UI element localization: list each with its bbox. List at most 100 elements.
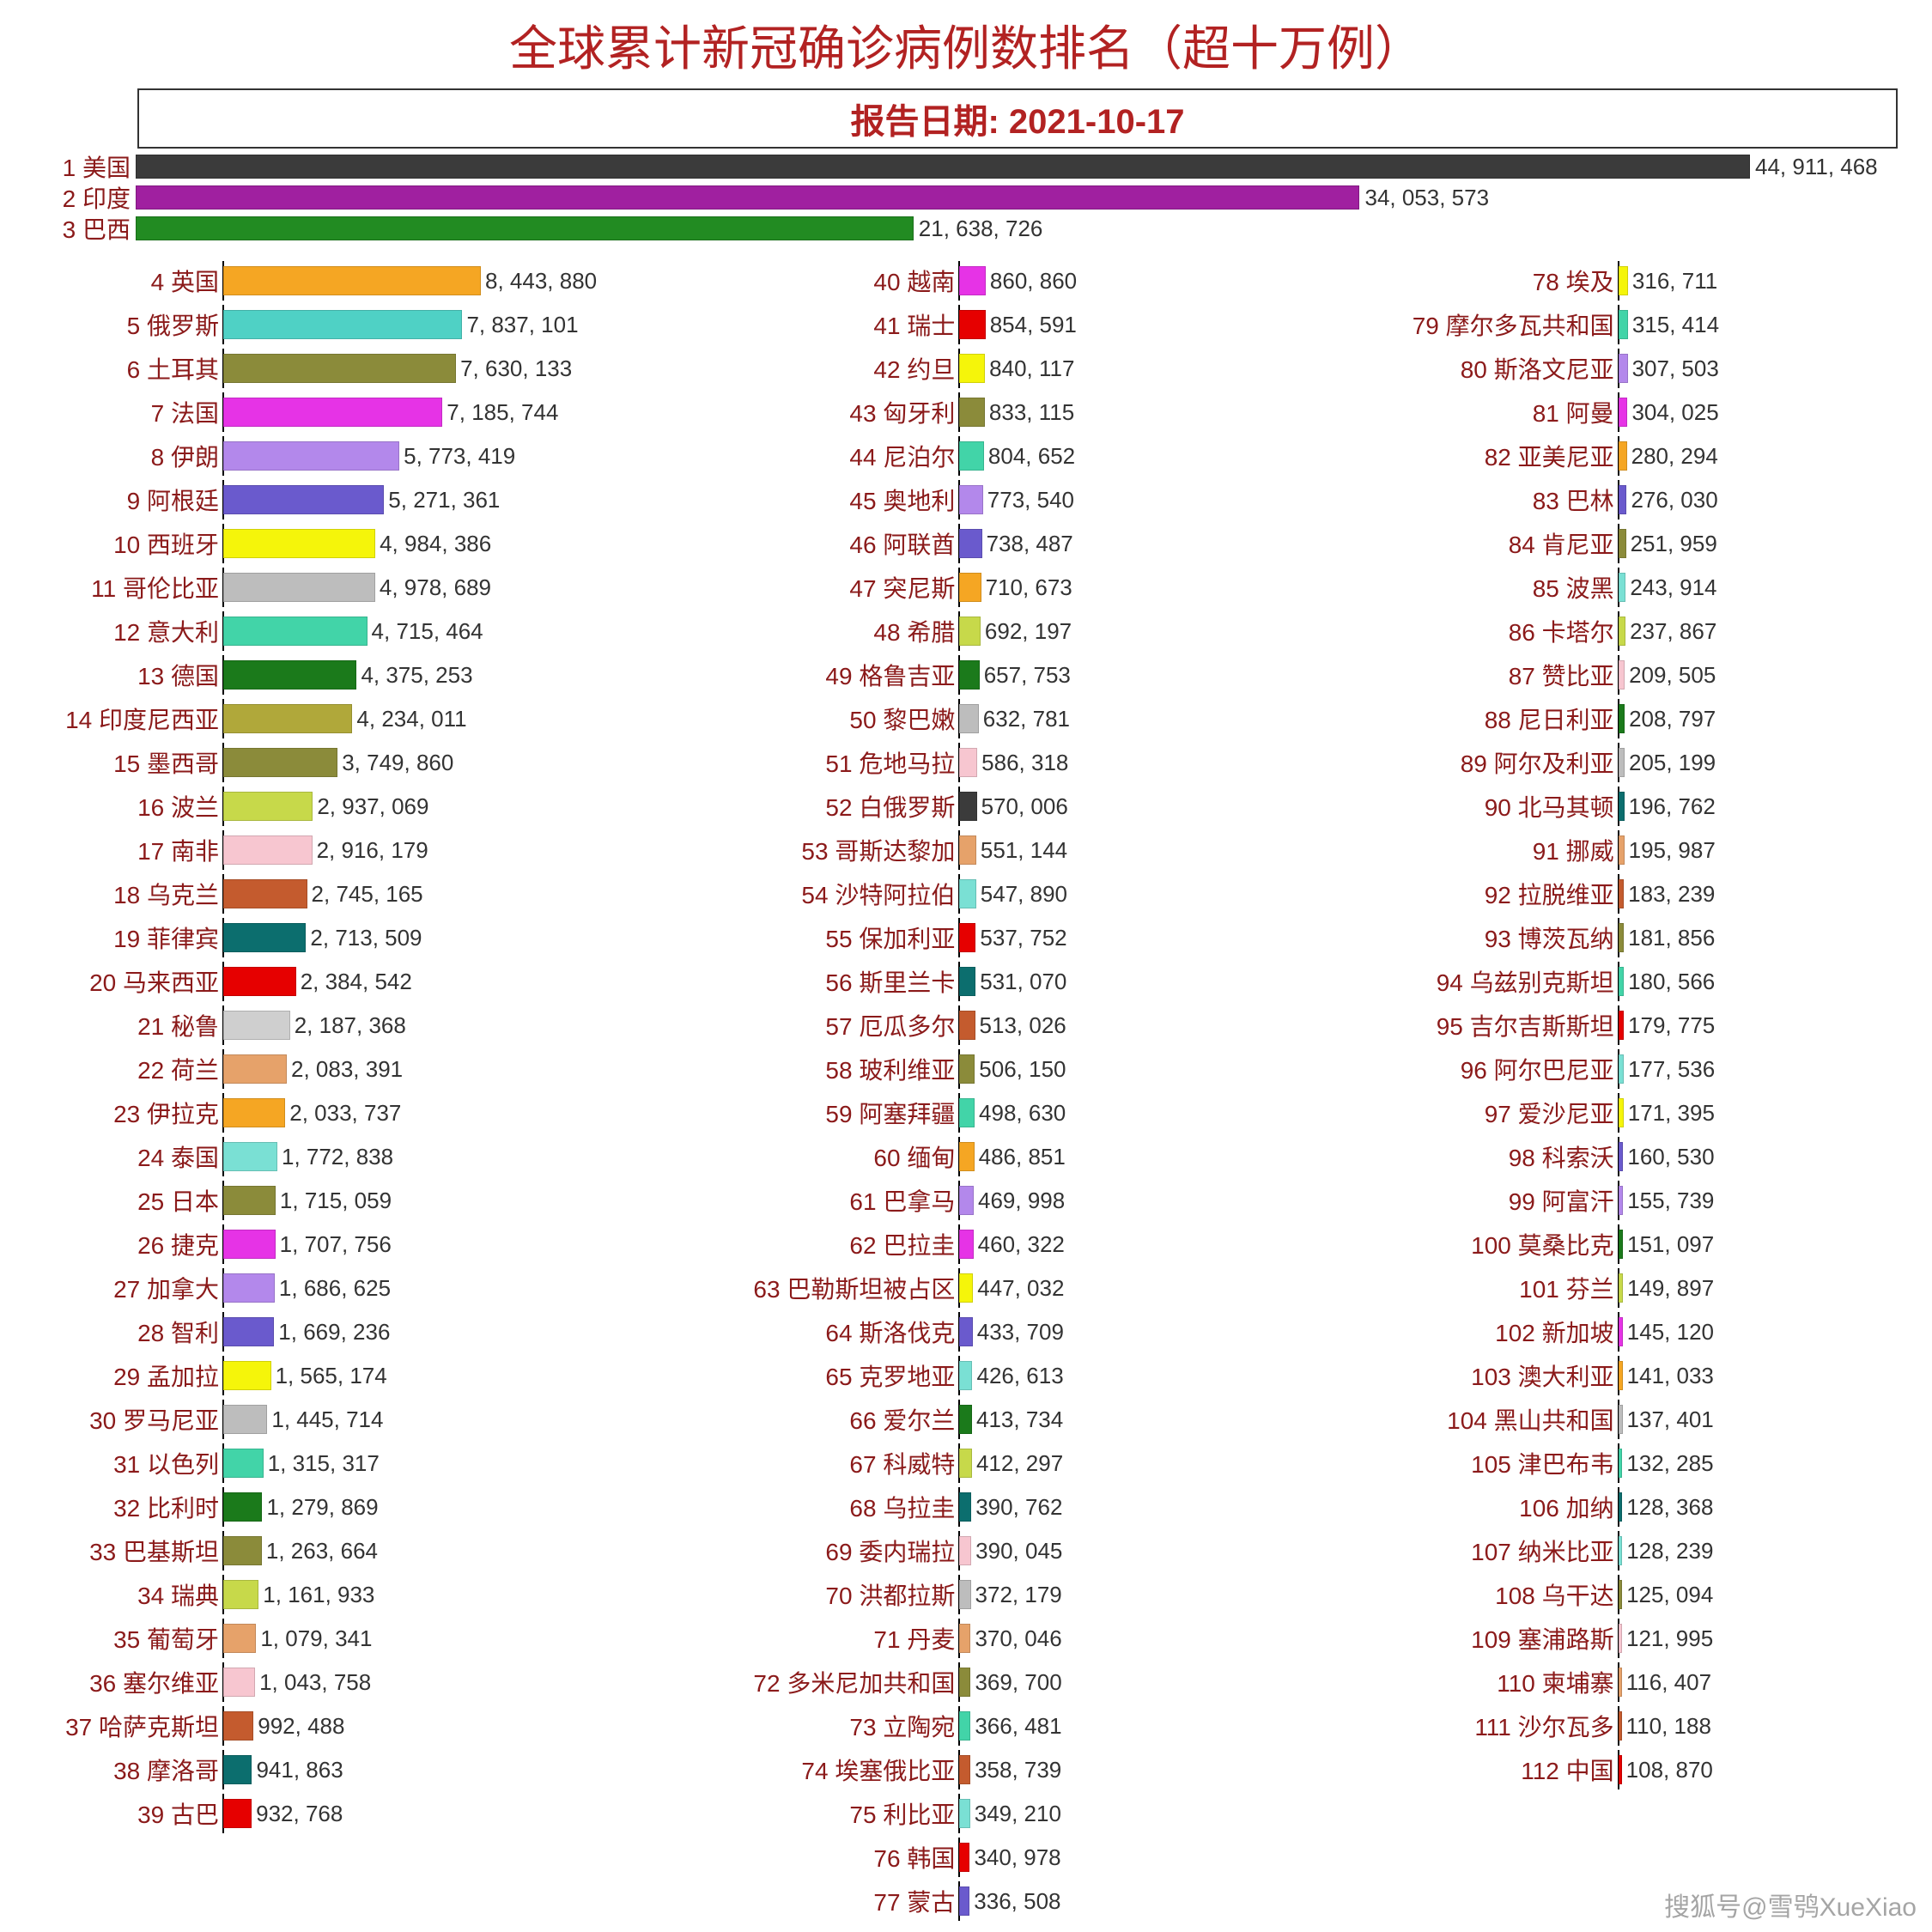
row-value: 8, 443, 880 xyxy=(481,264,597,298)
row-label: 35 葡萄牙 xyxy=(0,1621,223,1656)
row-bar-area: 1, 686, 625 xyxy=(223,1271,635,1305)
row-value: 932, 768 xyxy=(252,1796,343,1831)
row-value: 366, 481 xyxy=(970,1709,1061,1743)
row-bar xyxy=(959,1711,970,1741)
data-row: 109 塞浦路斯121, 995 xyxy=(1284,1616,1925,1660)
row-label: 45 奥地利 xyxy=(641,483,959,517)
row-bar xyxy=(959,485,982,514)
row-value: 171, 395 xyxy=(1624,1096,1715,1130)
row-value: 2, 937, 069 xyxy=(313,789,428,823)
row-bar-area: 992, 488 xyxy=(223,1709,635,1743)
row-bar-area: 4, 984, 386 xyxy=(223,526,635,561)
row-bar-area: 4, 375, 253 xyxy=(223,658,635,692)
data-row: 57 厄瓜多尔513, 026 xyxy=(641,1003,1283,1047)
row-bar xyxy=(959,1668,970,1697)
row-value: 128, 239 xyxy=(1622,1534,1713,1568)
row-value: 108, 870 xyxy=(1622,1753,1713,1787)
row-value: 251, 959 xyxy=(1626,526,1717,561)
data-row: 66 爱尔兰413, 734 xyxy=(641,1397,1283,1441)
row-bar xyxy=(1619,573,1626,602)
row-bar-area: 1, 445, 714 xyxy=(223,1402,635,1437)
row-value: 738, 487 xyxy=(982,526,1073,561)
row-label: 93 博茨瓦纳 xyxy=(1284,920,1619,955)
row-label: 21 秘鲁 xyxy=(0,1008,223,1042)
row-label: 61 巴拿马 xyxy=(641,1183,959,1218)
row-bar-area: 486, 851 xyxy=(959,1139,1277,1174)
row-bar-area: 1, 715, 059 xyxy=(223,1183,635,1218)
row-bar-area: 570, 006 xyxy=(959,789,1277,823)
row-label: 34 瑞典 xyxy=(0,1577,223,1612)
row-bar xyxy=(959,1054,975,1084)
row-label: 108 乌干达 xyxy=(1284,1577,1619,1612)
top-row: 2 印度34, 053, 573 xyxy=(0,183,1898,212)
row-bar-area: 1, 565, 174 xyxy=(223,1358,635,1393)
data-row: 106 加纳128, 368 xyxy=(1284,1485,1925,1528)
data-row: 84 肯尼亚251, 959 xyxy=(1284,521,1925,565)
row-bar-area: 336, 508 xyxy=(959,1884,1277,1918)
row-label: 87 赞比亚 xyxy=(1284,658,1619,692)
row-bar-area: 349, 210 xyxy=(959,1796,1277,1831)
row-value: 181, 856 xyxy=(1624,920,1715,955)
row-bar xyxy=(959,1449,972,1478)
row-label: 72 多米尼加共和国 xyxy=(641,1665,959,1699)
row-label: 85 波黑 xyxy=(1284,570,1619,605)
row-bar-area: 128, 239 xyxy=(1619,1534,1919,1568)
row-label: 13 德国 xyxy=(0,658,223,692)
data-row: 63 巴勒斯坦被占区447, 032 xyxy=(641,1266,1283,1309)
row-value: 1, 263, 664 xyxy=(262,1534,378,1568)
row-bar xyxy=(223,1054,287,1084)
row-label: 31 以色列 xyxy=(0,1446,223,1480)
row-label: 57 厄瓜多尔 xyxy=(641,1008,959,1042)
data-row: 47 突尼斯710, 673 xyxy=(641,565,1283,609)
top-bar xyxy=(136,155,1750,179)
row-label: 52 白俄罗斯 xyxy=(641,789,959,823)
data-row: 12 意大利4, 715, 464 xyxy=(0,609,641,653)
row-label: 6 土耳其 xyxy=(0,351,223,386)
row-bar xyxy=(959,835,976,865)
row-bar-area: 251, 959 xyxy=(1619,526,1919,561)
row-bar xyxy=(223,704,352,733)
row-value: 1, 079, 341 xyxy=(256,1621,372,1656)
row-label: 14 印度尼西亚 xyxy=(0,702,223,736)
row-value: 1, 161, 933 xyxy=(258,1577,374,1612)
row-label: 40 越南 xyxy=(641,264,959,298)
row-label: 92 拉脱维亚 xyxy=(1284,877,1619,911)
row-value: 413, 734 xyxy=(972,1402,1063,1437)
row-label: 100 莫桑比克 xyxy=(1284,1227,1619,1261)
data-row: 40 越南860, 860 xyxy=(641,258,1283,302)
row-label: 109 塞浦路斯 xyxy=(1284,1621,1619,1656)
row-value: 2, 033, 737 xyxy=(285,1096,401,1130)
data-row: 36 塞尔维亚1, 043, 758 xyxy=(0,1660,641,1704)
row-bar-area: 149, 897 xyxy=(1619,1271,1919,1305)
row-bar-area: 177, 536 xyxy=(1619,1052,1919,1086)
row-label: 76 韩国 xyxy=(641,1840,959,1874)
row-label: 43 匈牙利 xyxy=(641,395,959,429)
row-value: 412, 297 xyxy=(972,1446,1063,1480)
top-label: 1 美国 xyxy=(0,149,136,184)
row-label: 24 泰国 xyxy=(0,1139,223,1174)
row-bar xyxy=(959,617,981,646)
data-row: 58 玻利维亚506, 150 xyxy=(641,1047,1283,1091)
row-bar-area: 340, 978 xyxy=(959,1840,1277,1874)
row-bar xyxy=(223,1449,264,1478)
row-value: 447, 032 xyxy=(973,1271,1064,1305)
row-bar xyxy=(223,1624,256,1653)
data-row: 111 沙尔瓦多110, 188 xyxy=(1284,1704,1925,1747)
row-bar xyxy=(223,1230,276,1259)
row-value: 570, 006 xyxy=(977,789,1068,823)
data-row: 52 白俄罗斯 570, 006 xyxy=(641,784,1283,828)
data-row: 94 乌兹别克斯坦180, 566 xyxy=(1284,959,1925,1003)
row-label: 16 波兰 xyxy=(0,789,223,823)
data-row: 19 菲律宾2, 713, 509 xyxy=(0,915,641,959)
data-row: 50 黎巴嫩632, 781 xyxy=(641,696,1283,740)
data-row: 9 阿根廷5, 271, 361 xyxy=(0,477,641,521)
data-row: 31 以色列1, 315, 317 xyxy=(0,1441,641,1485)
row-bar-area: 369, 700 xyxy=(959,1665,1277,1699)
row-value: 657, 753 xyxy=(980,658,1071,692)
data-row: 24 泰国1, 772, 838 xyxy=(0,1134,641,1178)
row-bar xyxy=(959,1273,973,1303)
row-value: 276, 030 xyxy=(1626,483,1717,517)
row-value: 2, 083, 391 xyxy=(287,1052,403,1086)
row-bar-area: 316, 711 xyxy=(1619,264,1919,298)
row-bar xyxy=(223,792,313,821)
